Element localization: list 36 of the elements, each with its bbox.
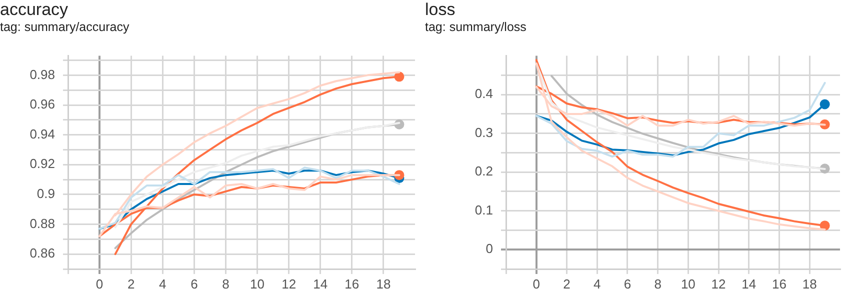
- y-tick-label: 0.94: [30, 126, 55, 142]
- y-tick-label: 0.2: [474, 164, 493, 179]
- x-tick-label: 2: [563, 276, 570, 292]
- x-tick-label: 0: [96, 276, 104, 292]
- y-tick-label: 0.96: [30, 96, 55, 112]
- y-tick-label: 0.1: [474, 202, 493, 218]
- x-tick-label: 12: [282, 276, 296, 292]
- x-tick-label: 8: [654, 276, 662, 292]
- x-tick-label: 6: [624, 276, 632, 292]
- x-tick-label: 12: [711, 276, 726, 292]
- x-tick-label: 4: [593, 276, 601, 292]
- x-tick-label: 6: [190, 276, 198, 292]
- x-tick-label: 18: [802, 276, 817, 292]
- x-tick-label: 16: [344, 276, 360, 292]
- x-tick-label: 16: [772, 276, 787, 292]
- chart-title: loss: [425, 0, 456, 20]
- x-tick-label: 18: [376, 276, 391, 292]
- y-tick-label: 0.3: [474, 124, 493, 140]
- x-tick-label: 0: [532, 276, 540, 292]
- chart-subtitle: tag: summary/accuracy: [0, 20, 130, 35]
- x-tick-label: 10: [250, 276, 265, 292]
- y-tick-label: 0.4: [474, 86, 493, 102]
- y-tick-label: 0.92: [30, 156, 55, 172]
- chart-subtitle: tag: summary/loss: [425, 20, 526, 35]
- x-tick-label: 2: [127, 276, 135, 292]
- y-tick-label: 0.98: [30, 66, 55, 82]
- x-tick-label: 8: [222, 276, 230, 292]
- x-tick-label: 14: [742, 276, 756, 292]
- y-tick-label: 0.86: [30, 246, 55, 261]
- y-tick-label: 0: [486, 241, 493, 256]
- x-tick-label: 10: [680, 276, 696, 292]
- chart-title: accuracy: [0, 0, 68, 20]
- x-tick-label: 14: [313, 276, 328, 292]
- y-tick-label: 0.88: [30, 216, 55, 231]
- x-tick-label: 4: [159, 276, 166, 292]
- y-tick-label: 0.9: [36, 186, 55, 202]
